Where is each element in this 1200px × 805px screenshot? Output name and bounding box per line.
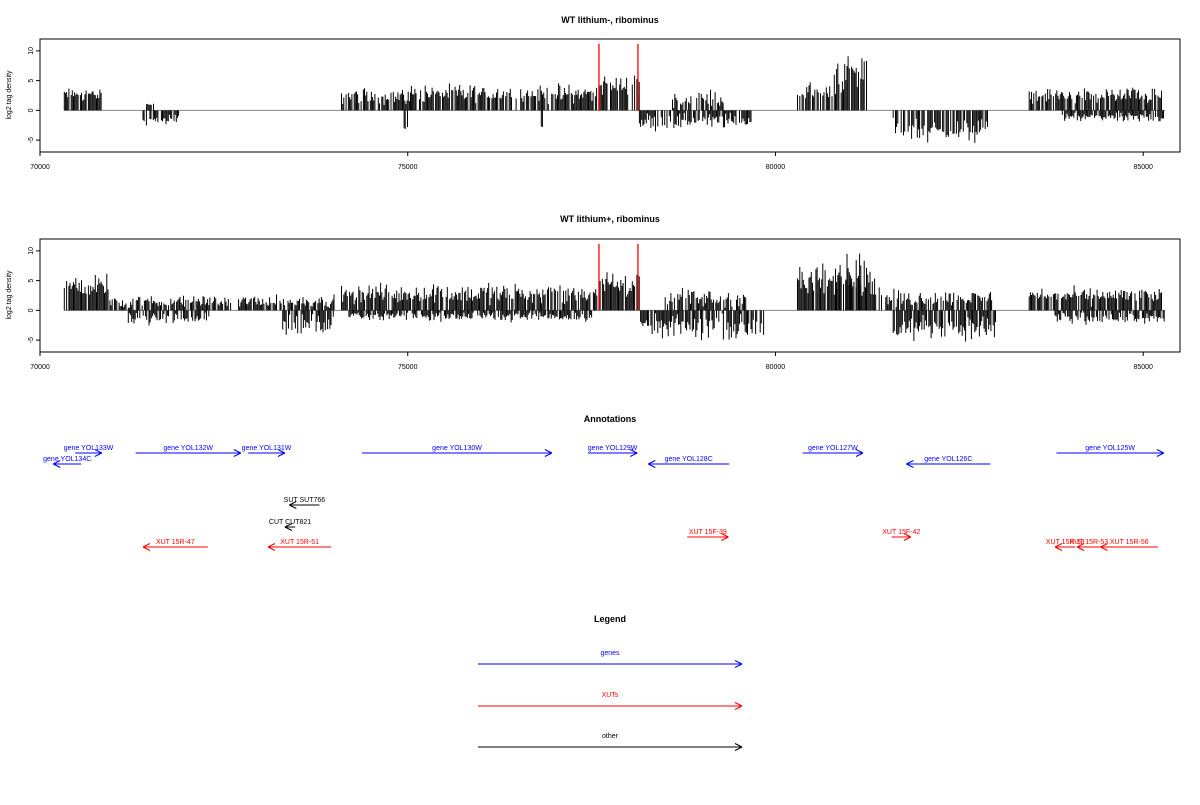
genes-label: gene YOL134C <box>43 456 91 463</box>
genes-arrow <box>75 449 103 457</box>
genes-arrow <box>802 449 864 457</box>
legend-label: XUTs <box>602 692 619 699</box>
x-tick-label: 85000 <box>1133 364 1153 371</box>
x-tick-label: 80000 <box>766 364 786 371</box>
x-tick-label: 70000 <box>30 164 50 171</box>
other-label: CUT CUT821 <box>269 519 311 526</box>
xuts-arrow <box>267 543 332 551</box>
y-tick-label: 5 <box>28 79 35 83</box>
genes-arrow <box>362 449 553 457</box>
plot-frame <box>39 38 1181 153</box>
genes-label: gene YOL132W <box>163 445 213 452</box>
x-tick-label: 75000 <box>398 164 418 171</box>
density-bars <box>63 56 1164 143</box>
xuts-arrow <box>1054 543 1076 551</box>
other-arrow <box>284 523 296 531</box>
x-tick-label: 75000 <box>398 364 418 371</box>
genes-label: gene YOL126C <box>924 456 972 463</box>
genes-label: gene YOL129W <box>588 445 638 452</box>
y-tick-label: -5 <box>28 337 35 343</box>
legend-items: genes XUTs other <box>478 650 743 751</box>
genes-arrow <box>587 449 638 457</box>
track-panel-lithium-plus: WT lithium+, ribominus log2 tag density … <box>6 214 1181 371</box>
genes-arrow <box>248 449 286 457</box>
legend-label: genes <box>600 650 620 657</box>
genes-label: gene YOL125W <box>1085 445 1135 452</box>
xuts-arrow <box>142 543 208 551</box>
xuts-arrow <box>891 533 912 541</box>
genes-arrow <box>1056 449 1165 457</box>
legend-title: Legend <box>594 614 626 624</box>
xuts-label: XUT 15R-56 <box>1110 539 1149 546</box>
genes-label: gene YOL133W <box>64 445 114 452</box>
genes-label: gene YOL128C <box>665 456 713 463</box>
genes-label: gene YOL130W <box>432 445 482 452</box>
x-tick-label: 70000 <box>30 364 50 371</box>
legend-arrow <box>478 660 743 668</box>
xuts-label: XUT 15F-42 <box>882 529 920 536</box>
x-tick-label: 85000 <box>1133 164 1153 171</box>
track-title: WT lithium-, ribominus <box>561 15 659 25</box>
y-tick-label: -5 <box>28 137 35 143</box>
y-tick-label: 10 <box>28 247 35 255</box>
genes-arrow <box>135 449 242 457</box>
legend-panel: Legend genes XUTs other <box>478 614 743 751</box>
xuts-arrow <box>1100 543 1158 551</box>
y-axis-label: log2 tag density <box>6 270 13 320</box>
other-arrow <box>289 501 320 509</box>
y-tick-label: 10 <box>28 47 35 55</box>
xuts-label: XUT 15F-39 <box>689 529 727 536</box>
xuts-label: XUT 15R-53 <box>1046 539 1085 546</box>
track-panel-lithium-minus: WT lithium-, ribominus log2 tag density … <box>6 15 1181 171</box>
xuts-arrow <box>1076 543 1101 551</box>
y-axis-label: log2 tag density <box>6 70 13 120</box>
y-tick-label: 5 <box>28 279 35 283</box>
y-tick-label: 0 <box>28 108 35 112</box>
track-title: WT lithium+, ribominus <box>560 214 660 224</box>
other-label: SUT SUT766 <box>284 497 326 504</box>
legend-arrow <box>478 743 743 751</box>
density-bars <box>63 253 1165 342</box>
genes-label: gene YOL131W <box>242 445 292 452</box>
annotations-title: Annotations <box>584 414 637 424</box>
genes-arrow <box>906 460 991 468</box>
y-tick-label: 0 <box>28 308 35 312</box>
xuts-arrow <box>687 533 729 541</box>
plot-frame <box>39 238 1181 353</box>
genes-arrow <box>648 460 730 468</box>
plot-area: -5 0 5 10 70000 75000 80000 85000 <box>28 38 1181 171</box>
plot-area: -5 0 5 10 70000 75000 80000 85000 <box>28 238 1181 371</box>
legend-arrow <box>478 702 743 710</box>
xuts-label: XUT 15R-47 <box>156 539 195 546</box>
annotation-features: gene YOL133W gene YOL134C gene YOL132W gene… <box>43 445 1165 551</box>
legend-label: other <box>602 733 619 740</box>
x-tick-label: 80000 <box>766 164 786 171</box>
genes-label: gene YOL127W <box>808 445 858 452</box>
genes-arrow <box>53 460 82 468</box>
xuts-label: XUT 15R-51 <box>280 539 319 546</box>
xuts-label: XUT 15R-53 <box>1069 539 1108 546</box>
